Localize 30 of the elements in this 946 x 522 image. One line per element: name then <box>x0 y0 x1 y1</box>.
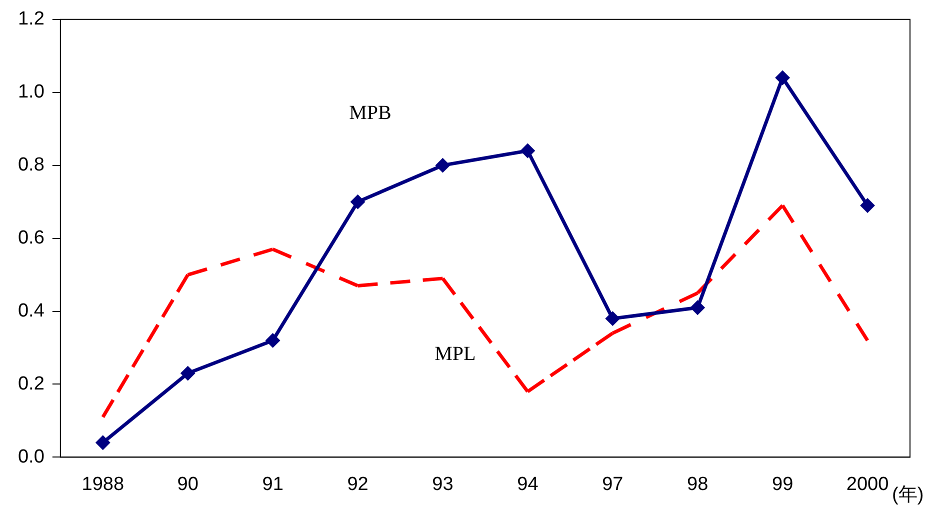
x-tick-label: 90 <box>177 474 198 495</box>
y-tick-label: 1.2 <box>18 8 44 30</box>
y-tick-label: 0.6 <box>18 228 44 249</box>
x-tick-label: 92 <box>347 474 368 495</box>
point <box>776 71 790 85</box>
y-tick-label: 0.4 <box>18 300 45 322</box>
x-tick-label: 91 <box>262 474 284 495</box>
x-axis-title: (年) <box>892 484 924 506</box>
point <box>520 144 534 158</box>
point <box>181 366 195 380</box>
x-tick-label: 2000 <box>846 474 889 495</box>
y-tick-label: 0.2 <box>18 373 44 394</box>
y-tick-label: 1.0 <box>18 82 44 103</box>
point <box>606 312 620 326</box>
x-tick-label: 98 <box>687 474 708 495</box>
point <box>860 198 874 212</box>
x-tick-label: 99 <box>772 474 794 495</box>
text: MPB <box>349 102 392 124</box>
point <box>351 195 365 209</box>
point <box>690 300 704 314</box>
point <box>436 158 450 172</box>
y-tick-label: 0.8 <box>18 154 44 176</box>
x-tick-label: 93 <box>432 474 454 495</box>
y-tick-label: 0.0 <box>18 446 44 468</box>
x-tick-label: 97 <box>602 474 624 495</box>
point <box>266 334 280 348</box>
x-tick-label: 94 <box>517 474 539 495</box>
x-tick-label: 1988 <box>82 474 124 495</box>
point <box>96 436 110 450</box>
series-label: MPL <box>434 343 476 366</box>
